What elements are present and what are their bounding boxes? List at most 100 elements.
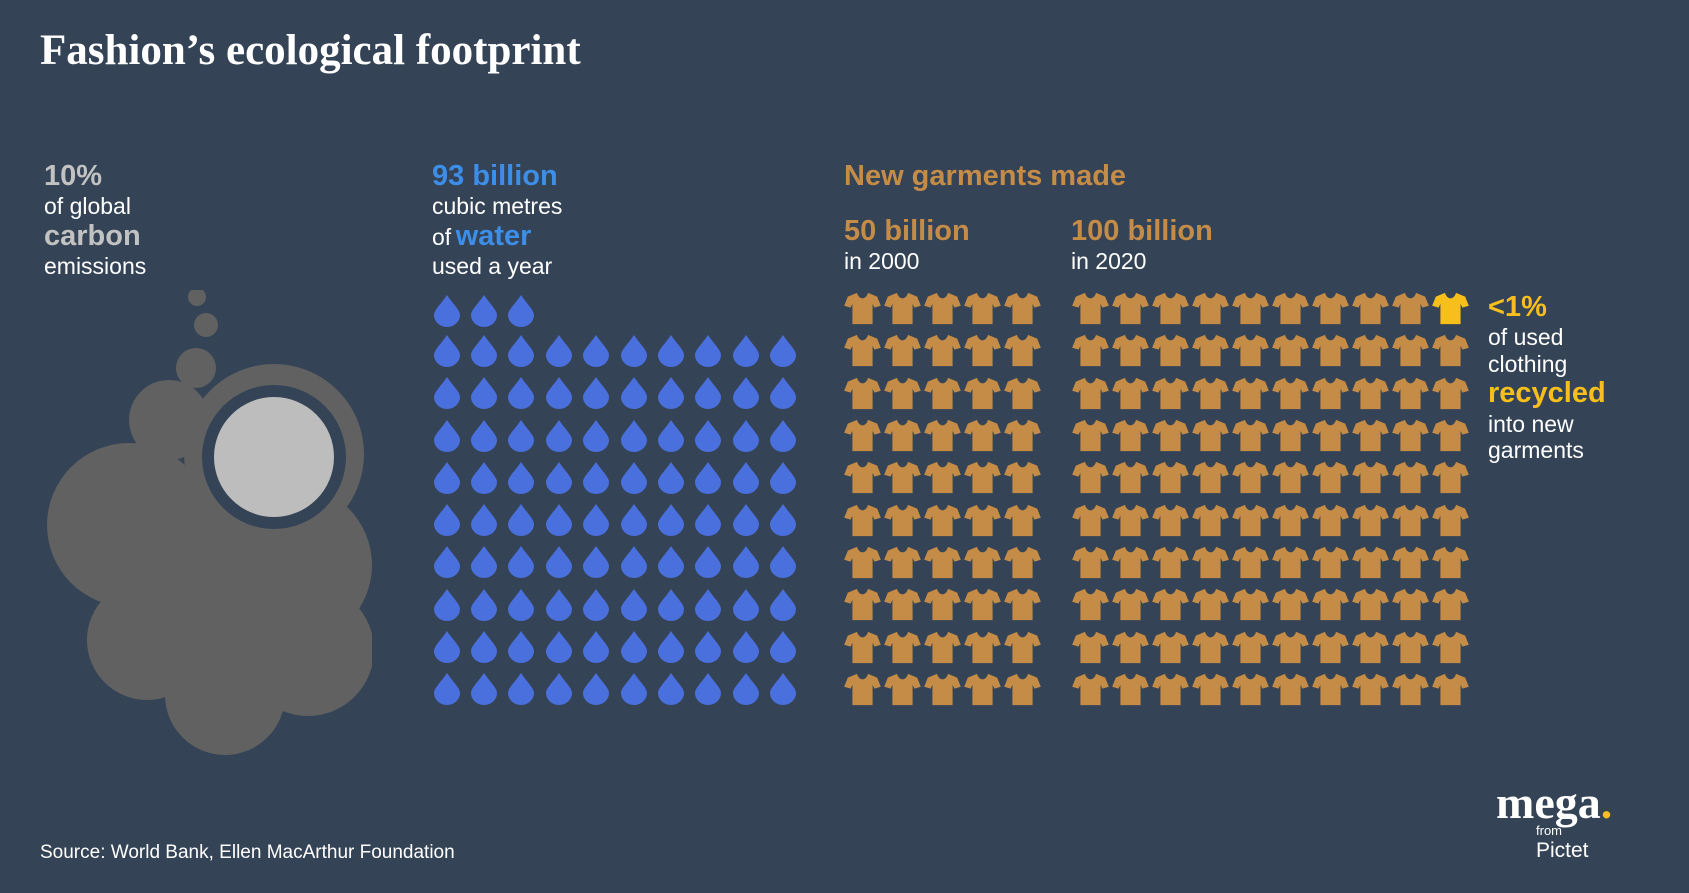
t-shirt-icon [1070, 377, 1110, 410]
water-drop-icon [578, 334, 615, 368]
water-drop-icon [727, 545, 764, 579]
t-shirt-icon [1430, 588, 1470, 621]
t-shirt-icon [1190, 588, 1230, 621]
t-shirt-icon [1110, 334, 1150, 367]
water-drop-icon [465, 294, 502, 328]
water-drop-icon [652, 334, 689, 368]
t-shirt-icon [962, 292, 1002, 325]
water-drop-icon [503, 630, 540, 664]
t-shirt-icon [882, 377, 922, 410]
water-drop-icon [765, 503, 802, 537]
water-drop-icon [727, 376, 764, 410]
t-shirt-icon [882, 503, 922, 536]
water-drop-icon [503, 588, 540, 622]
water-line1: cubic metres [432, 193, 563, 220]
t-shirt-icon [1350, 377, 1390, 410]
t-shirt-icon [1110, 588, 1150, 621]
water-drop-icon [465, 419, 502, 453]
t-shirt-icon [922, 588, 962, 621]
t-shirt-icon [1430, 334, 1470, 367]
t-shirt-icon [1390, 673, 1430, 706]
t-shirt-icon [1430, 377, 1470, 410]
water-drop-icon [578, 503, 615, 537]
water-drop-icon [578, 630, 615, 664]
t-shirt-icon [882, 419, 922, 452]
water-drop-icon [465, 630, 502, 664]
t-shirt-icon [1350, 503, 1390, 536]
water-drop-icon [727, 419, 764, 453]
t-shirt-icon [1430, 673, 1470, 706]
t-shirt-icon [1310, 503, 1350, 536]
t-shirt-icon [1150, 630, 1190, 663]
t-shirt-icon [1390, 419, 1430, 452]
t-shirt-icon [842, 588, 882, 621]
water-drop-icon [652, 376, 689, 410]
t-shirt-icon [1350, 419, 1390, 452]
water-drop-icon [540, 376, 577, 410]
t-shirt-icon [1350, 673, 1390, 706]
t-shirt-icon [922, 630, 962, 663]
t-shirt-icon [1390, 377, 1430, 410]
t-shirt-icon [1270, 334, 1310, 367]
water-drop-icon [690, 419, 727, 453]
source-note: Source: World Bank, Ellen MacArthur Foun… [40, 842, 455, 863]
t-shirt-icon [1190, 503, 1230, 536]
t-shirt-icon [962, 503, 1002, 536]
water-stat-block: 93 billion cubic metres of water used a … [432, 160, 562, 280]
water-drop-icon [727, 461, 764, 495]
water-drop-icon [540, 672, 577, 706]
water-drop-icon [690, 545, 727, 579]
t-shirt-icon [842, 419, 882, 452]
t-shirt-icon [1002, 546, 1042, 579]
logo-wordmark: mega. [1496, 780, 1612, 826]
water-drop-icon [503, 545, 540, 579]
water-drop-icon [503, 503, 540, 537]
water-drop-icon [615, 630, 652, 664]
water-drops-grid [428, 334, 802, 706]
water-amount: 93 billion [432, 160, 558, 192]
recycled-emphasis: recycled [1488, 377, 1606, 410]
garments-heading: New garments made [844, 160, 1127, 192]
t-shirt-icon [1230, 503, 1270, 536]
t-shirt-icon [1002, 503, 1042, 536]
water-drop-icon [465, 545, 502, 579]
water-drop-icon [428, 630, 465, 664]
t-shirt-icon [1270, 419, 1310, 452]
water-drop-icon [615, 672, 652, 706]
water-line2-prefix: of [432, 223, 452, 250]
t-shirt-icon [1270, 673, 1310, 706]
t-shirt-icon [1070, 292, 1110, 325]
t-shirt-icon [1002, 461, 1042, 494]
water-drop-icon [578, 588, 615, 622]
t-shirt-icon [1390, 630, 1430, 663]
t-shirt-icon [1190, 377, 1230, 410]
water-drop-icon [765, 419, 802, 453]
t-shirt-icon [1430, 546, 1470, 579]
t-shirt-icon [1150, 673, 1190, 706]
t-shirt-icon [882, 334, 922, 367]
water-drop-icon [540, 334, 577, 368]
t-shirt-icon [1150, 461, 1190, 494]
water-drop-icon [765, 545, 802, 579]
recycled-line3: into new [1488, 410, 1574, 437]
t-shirt-icon [1310, 673, 1350, 706]
t-shirt-icon [1002, 673, 1042, 706]
t-shirt-icon [1390, 292, 1430, 325]
t-shirt-icon [1070, 588, 1110, 621]
water-drop-icon [503, 376, 540, 410]
t-shirt-icon [922, 461, 962, 494]
t-shirt-icon [842, 292, 882, 325]
t-shirt-icon [1230, 461, 1270, 494]
t-shirt-icon [922, 546, 962, 579]
t-shirt-icon [1002, 292, 1042, 325]
t-shirt-icon [882, 546, 922, 579]
t-shirt-icon [1270, 377, 1310, 410]
t-shirt-icon [1230, 292, 1270, 325]
water-drop-icon [428, 334, 465, 368]
t-shirt-icon [1002, 630, 1042, 663]
water-drop-icon [428, 672, 465, 706]
water-line3: used a year [432, 253, 553, 280]
t-shirt-icon [1110, 419, 1150, 452]
t-shirt-icon [922, 503, 962, 536]
t-shirt-icon [1110, 546, 1150, 579]
